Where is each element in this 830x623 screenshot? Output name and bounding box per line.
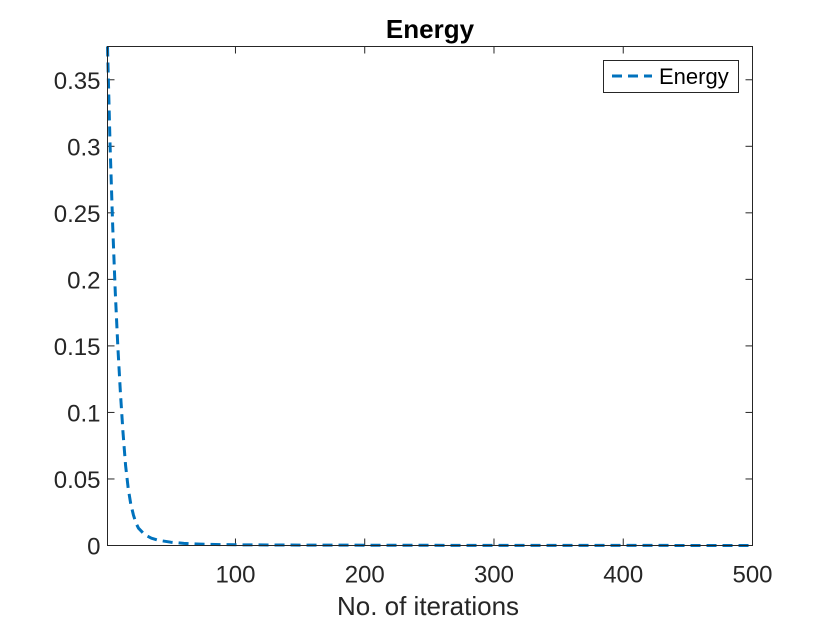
chart-title: Energy xyxy=(386,14,475,44)
y-tick-label: 0.35 xyxy=(54,68,101,95)
legend: Energy xyxy=(603,60,739,93)
y-tick-label: 0.15 xyxy=(54,334,101,361)
x-tick-label: 500 xyxy=(732,562,772,589)
plot-area xyxy=(107,46,753,546)
x-tick-label: 100 xyxy=(215,562,255,589)
y-tick-label: 0.2 xyxy=(67,267,100,294)
series-layer xyxy=(106,46,753,547)
legend-label: Energy xyxy=(659,64,729,89)
x-tick-label: 400 xyxy=(603,562,643,589)
y-tick-label: 0.3 xyxy=(67,134,100,161)
legend-box xyxy=(603,60,739,93)
y-tick-label: 0.05 xyxy=(54,467,101,494)
x-tick-label: 300 xyxy=(474,562,514,589)
x-axis-label: No. of iterations xyxy=(337,591,519,621)
series-line-energy xyxy=(106,46,753,547)
y-tick-label: 0.25 xyxy=(54,201,101,228)
y-tick-label: 0.1 xyxy=(67,400,100,427)
tick-labels: 100 200 300 400 500 0 0.05 0.1 0.15 0.2 0.25 0.3 0.3… xyxy=(54,68,773,589)
x-tick-label: 200 xyxy=(345,562,385,589)
plot-frame xyxy=(107,46,753,546)
y-tick-label: 0 xyxy=(87,534,100,561)
